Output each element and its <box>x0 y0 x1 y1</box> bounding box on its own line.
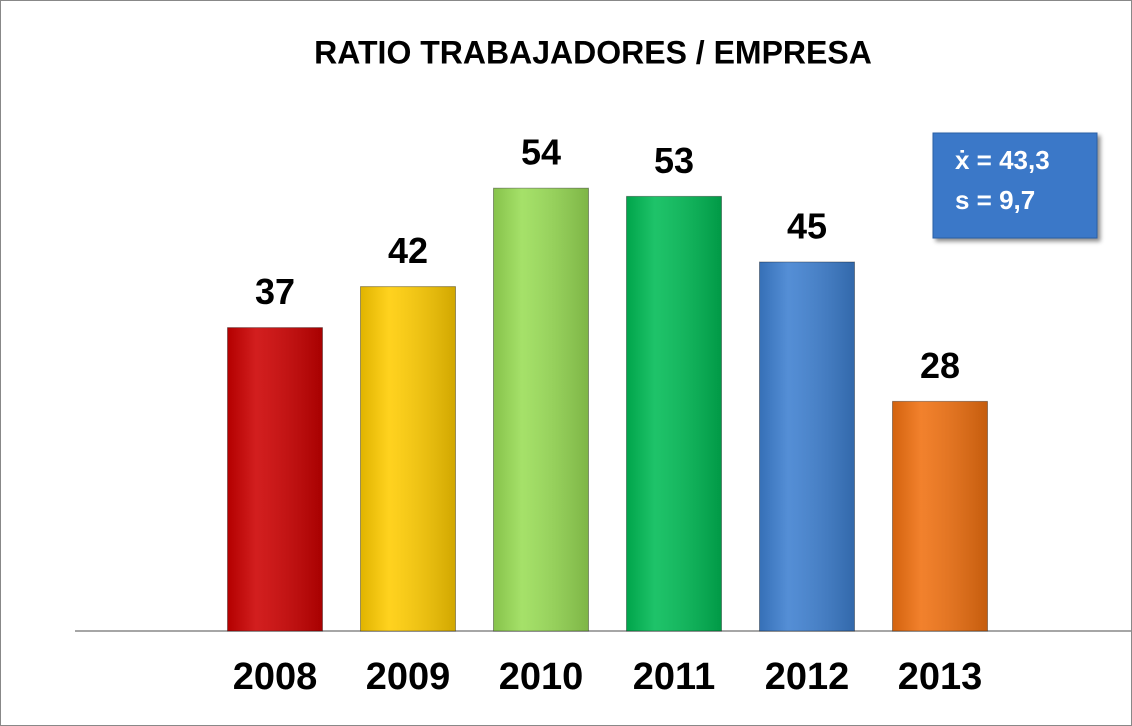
value-label: 45 <box>787 206 827 247</box>
x-tick-label: 2009 <box>366 656 451 698</box>
x-tick-label: 2013 <box>898 656 983 698</box>
bar-shade <box>626 196 722 631</box>
bar-shade <box>227 327 323 631</box>
chart-title: RATIO TRABAJADORES / EMPRESA <box>314 34 872 70</box>
value-label: 53 <box>654 140 694 181</box>
stats-box <box>932 132 1098 239</box>
bar-shade <box>759 262 855 631</box>
x-tick-label: 2011 <box>633 656 715 698</box>
bar-shade <box>360 286 456 631</box>
value-label: 54 <box>521 132 561 173</box>
bar-shade <box>892 401 988 631</box>
sd-annotation: s = 9,7 <box>955 185 1035 215</box>
value-label: 42 <box>388 230 428 271</box>
value-label: 37 <box>255 271 295 312</box>
x-tick-label: 2008 <box>233 656 318 698</box>
bar-shade <box>493 188 589 631</box>
x-tick-label: 2012 <box>765 656 850 698</box>
value-label: 28 <box>920 345 960 386</box>
x-tick-label: 2010 <box>499 656 584 698</box>
mean-annotation: ẋ = 43,3 <box>955 145 1050 175</box>
